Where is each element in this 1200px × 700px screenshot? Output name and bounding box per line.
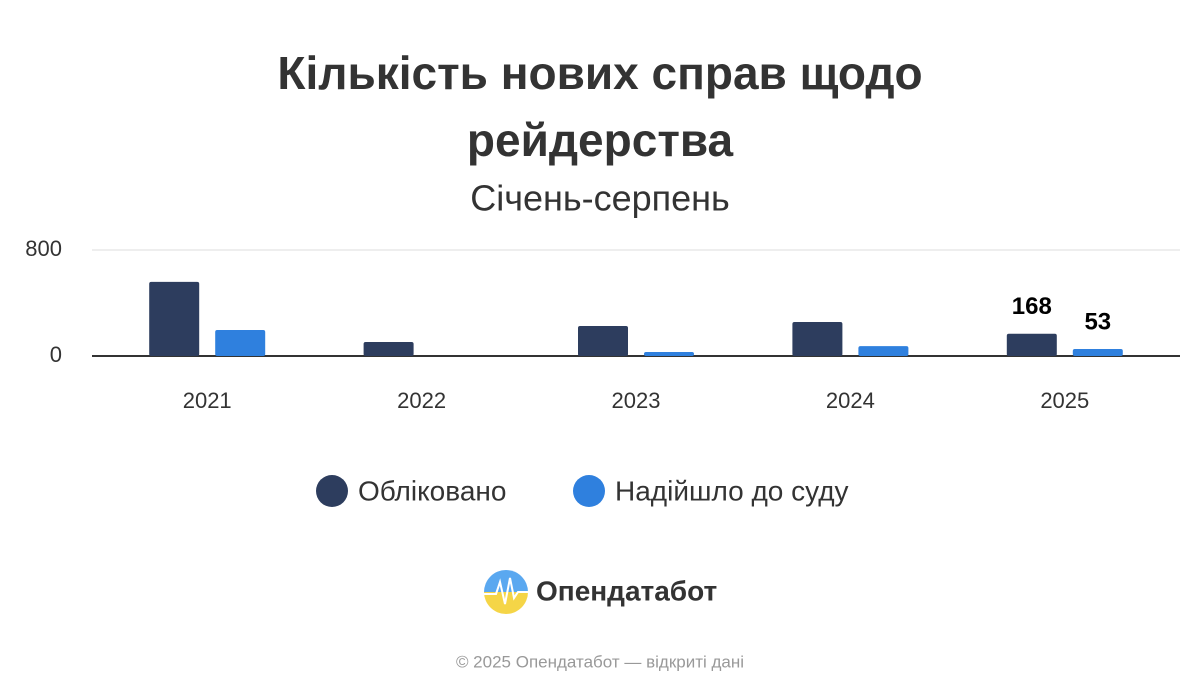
x-tick-label: 2022 [397,388,446,413]
legend-marker [573,475,605,507]
bar [215,330,266,356]
y-tick-label: 800 [25,236,62,261]
bar [792,321,843,356]
bar [644,352,694,356]
chart-subtitle: Січень-серпень [470,178,730,219]
data-label: 168 [1012,293,1052,320]
bar [1006,333,1057,356]
bar [1072,348,1123,356]
bar [858,346,909,356]
legend-label: Обліковано [358,475,506,506]
brand-logo [484,570,528,614]
brand-name: Опендатабот [536,575,717,606]
x-tick-label: 2024 [826,388,875,413]
y-tick-label: 0 [50,342,62,367]
bar [578,326,628,356]
bar [149,281,200,356]
legend-marker [316,475,348,507]
footer: © 2025 Опендатабот — відкриті дані [456,652,744,671]
x-tick-label: 2025 [1040,388,1089,413]
bar [363,341,414,356]
legend-label: Надійшло до суду [615,475,849,506]
x-tick-label: 2021 [183,388,232,413]
data-label: 53 [1084,308,1111,335]
x-tick-label: 2023 [612,388,661,413]
chart-title: Кількість нових справ щодо рейдерства [277,47,923,166]
